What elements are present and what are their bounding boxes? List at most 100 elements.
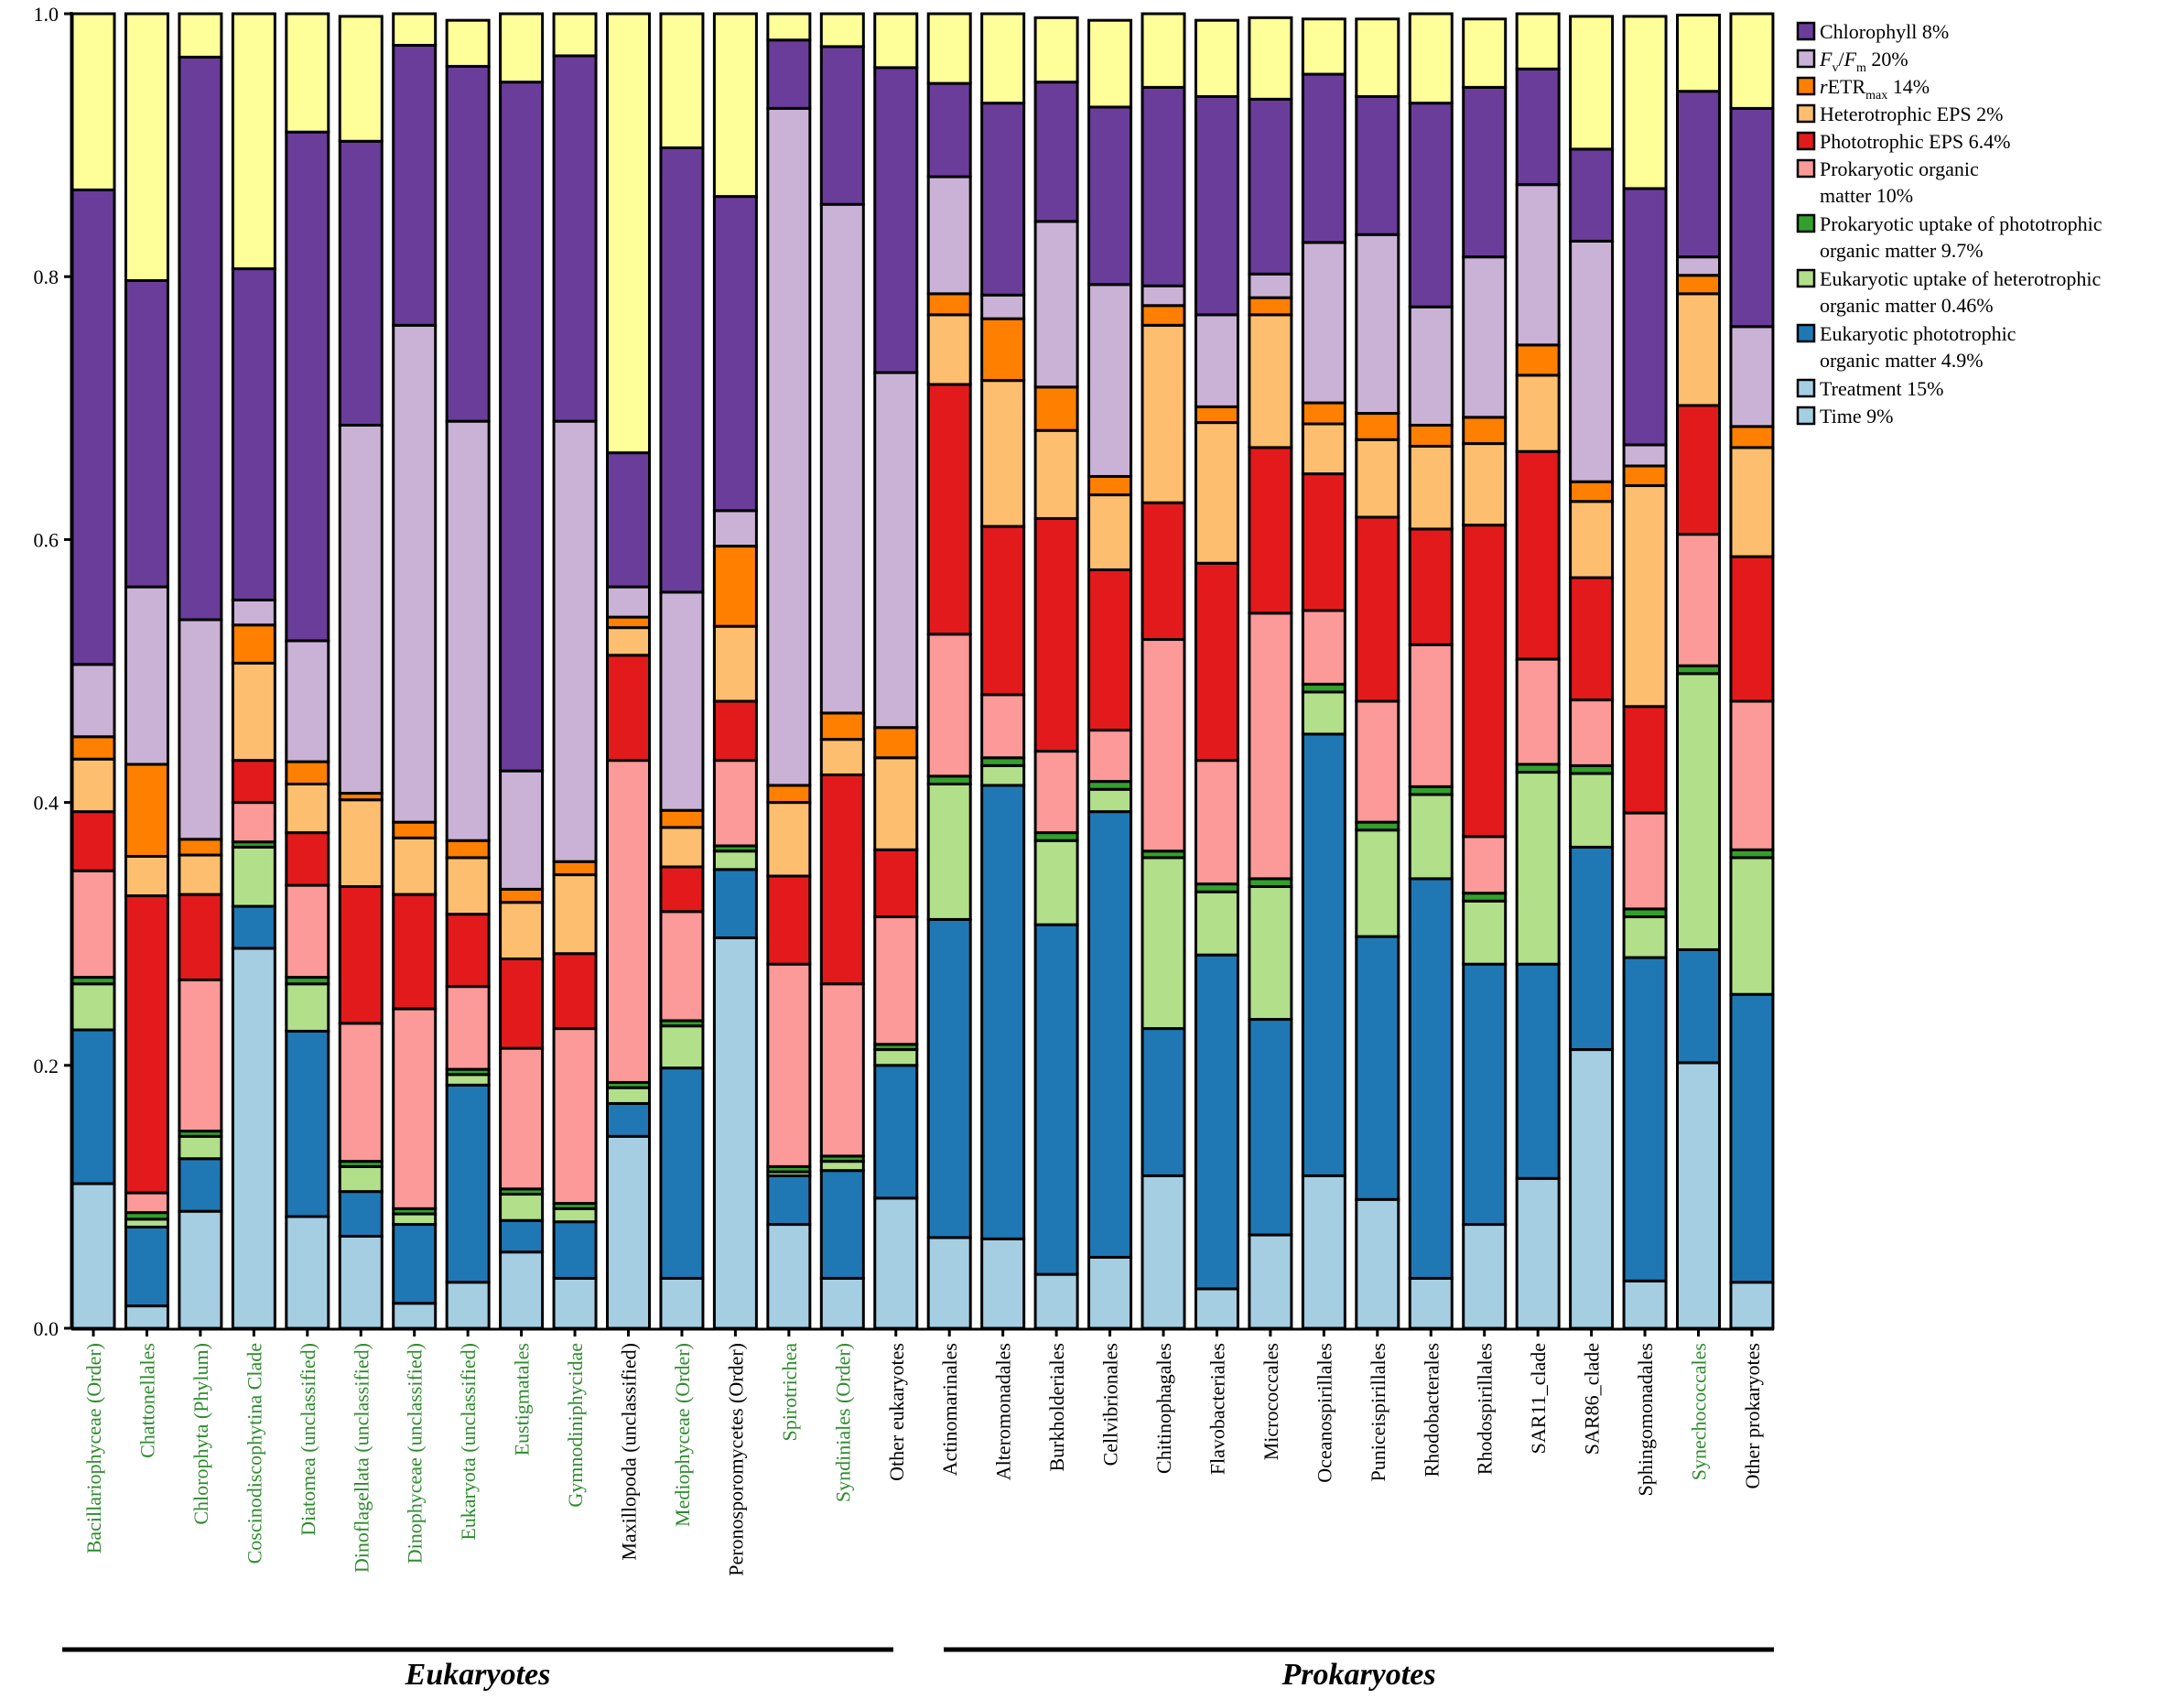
x-tick-label-spirotrichea: Spirotrichea: [778, 1343, 801, 1442]
segment-oceanospirillales-chlorophyll-8: [1301, 17, 1346, 76]
segment-rhodobacterales-treatment-15: [1408, 877, 1454, 1280]
legend-label: organic matter 4.9%: [1820, 349, 1984, 372]
segment-coscinodiscophytina-clade-prokaryotic-organic-matter-10: [231, 759, 276, 805]
segment-dinoflagellata-unclassified-retrmax-14: [338, 423, 384, 795]
segment-actinomarinales-fv-fm-20: [926, 81, 972, 179]
x-tick-label-rhodobacterales: Rhodobacterales: [1420, 1343, 1443, 1477]
segment-chattonellales-prokaryotic-organic-matter-10: [124, 894, 169, 1195]
segment-sar11-clade-phototrophic-eps-6-4: [1515, 373, 1561, 453]
bar-chitinophagales: [1141, 12, 1186, 1330]
segment-dinophyceae-unclassified-treatment-15: [392, 1223, 438, 1305]
segment-rhodospirillales-heterotrophic-eps-2: [1462, 416, 1508, 446]
bar-chattonellales: [124, 12, 169, 1330]
segment-synechococcales-phototrophic-eps-6-4: [1676, 292, 1721, 407]
segment-rhodospirillales-prokaryotic-organic-matter-10: [1462, 524, 1508, 839]
x-tick-label-cellvibrionales: Cellvibrionales: [1099, 1343, 1122, 1466]
segment-puniceispirillales-treatment-15: [1355, 935, 1400, 1201]
segment-dinoflagellata-unclassified-treatment-15: [338, 1190, 384, 1238]
legend-label: rETRmax 14%: [1820, 75, 1930, 103]
segment-mediophyceae-order-heterotrophic-eps-2: [659, 808, 705, 829]
group-label-prokaryotes: Prokaryotes: [1281, 1658, 1435, 1692]
bars-layer: [70, 12, 1775, 1330]
y-tick-label: 0.2: [34, 1055, 59, 1077]
x-tick-label-alteromonadales: Alteromonadales: [992, 1343, 1015, 1480]
segment-alteromonadales-time-9: [980, 1237, 1026, 1330]
segment-diatomea-unclassified-heterotrophic-eps-2: [285, 760, 330, 785]
segment-sar86-clade-prokaryotic-organic-matter-10: [1569, 576, 1615, 702]
segment-coscinodiscophytina-clade-prokaryotic-uptake-of-phototrophic-organic-matter-9-7: [231, 801, 276, 844]
bar-chlorophyta-phylum: [178, 12, 223, 1330]
segment-eukaryota-unclassified-heterotrophic-eps-2: [445, 839, 491, 860]
segment-bacillariophyceae-order-chlorophyll-8: [70, 12, 116, 191]
segment-sar86-clade-prokaryotic-uptake-of-phototrophic-organic-matter-9-7: [1569, 698, 1615, 767]
segment-dinophyceae-unclassified-phototrophic-eps-6-4: [392, 836, 438, 896]
x-tick-label-sar86-clade: SAR86_clade: [1581, 1343, 1604, 1455]
segment-chitinophagales-eukaryotic-phototrophic-organic-matter-4-9: [1141, 856, 1186, 1031]
segment-puniceispirillales-retrmax-14: [1355, 233, 1400, 416]
segment-flavobacteriales-fv-fm-20: [1194, 94, 1239, 317]
segment-mediophyceae-order-phototrophic-eps-6-4: [659, 826, 705, 869]
segment-other-prokaryotes-retrmax-14: [1729, 325, 1775, 428]
segment-peronosporomycetes-order-prokaryotic-uptake-of-phototrophic-organic-matter-9-7: [712, 759, 758, 848]
segment-maxillopoda-unclassified-heterotrophic-eps-2: [606, 615, 651, 630]
segment-puniceispirillales-eukaryotic-phototrophic-organic-matter-4-9: [1355, 828, 1400, 938]
legend-label: organic matter 9.7%: [1820, 239, 1984, 262]
segment-micrococcales-retrmax-14: [1248, 272, 1293, 299]
x-tick-label-maxillopoda-unclassified: Maxillopoda (unclassified): [618, 1343, 641, 1561]
segment-maxillopoda-unclassified-phototrophic-eps-6-4: [606, 626, 651, 657]
bar-bacillariophyceae-order: [70, 12, 116, 1330]
segment-sphingomonadales-phototrophic-eps-6-4: [1622, 484, 1668, 709]
segment-diatomea-unclassified-prokaryotic-uptake-of-phototrophic-organic-matter-9-7: [285, 883, 330, 979]
y-tick-label: 1.0: [34, 3, 59, 26]
segment-burkholderiales-prokaryotic-organic-matter-10: [1033, 516, 1079, 753]
segment-cellvibrionales-heterotrophic-eps-2: [1087, 474, 1133, 497]
segment-flavobacteriales-phototrophic-eps-6-4: [1194, 421, 1239, 565]
segment-chlorophyta-phylum-fv-fm-20: [178, 55, 223, 622]
legend-item-eukaryotic-uptake-of-heterotrophic-organic-matter-0-46: Prokaryotic uptake of phototrophic organi…: [1796, 212, 2103, 262]
segment-burkholderiales-treatment-15: [1033, 923, 1079, 1276]
segment-micrococcales-fv-fm-20: [1248, 97, 1293, 276]
segment-puniceispirillales-fv-fm-20: [1355, 94, 1400, 236]
segment-micrococcales-eukaryotic-phototrophic-organic-matter-4-9: [1248, 885, 1293, 1022]
segment-gymnodiniphycidae-chlorophyll-8: [552, 12, 598, 58]
segment-syndiniales-order-eukaryotic-phototrophic-organic-matter-4-9: [819, 1160, 865, 1173]
legend-swatch: [1796, 49, 1816, 69]
segment-alteromonadales-prokaryotic-uptake-of-phototrophic-organic-matter-9-7: [980, 693, 1026, 760]
legend-label: Chlorophyll 8%: [1820, 20, 1949, 43]
segment-dinophyceae-unclassified-retrmax-14: [392, 323, 438, 824]
segment-syndiniales-order-chlorophyll-8: [819, 12, 865, 49]
segment-eukaryota-unclassified-time-9: [445, 1281, 491, 1330]
segment-chattonellales-prokaryotic-uptake-of-phototrophic-organic-matter-9-7: [124, 1191, 169, 1215]
segment-maxillopoda-unclassified-eukaryotic-phototrophic-organic-matter-4-9: [606, 1086, 651, 1105]
segment-cellvibrionales-phototrophic-eps-6-4: [1087, 493, 1133, 571]
segment-sar11-clade-eukaryotic-phototrophic-organic-matter-4-9: [1515, 771, 1561, 966]
group-brackets: Eukaryotes Prokaryotes: [62, 1647, 1774, 1692]
segment-bacillariophyceae-order-fv-fm-20: [70, 188, 116, 666]
segment-rhodospirillales-chlorophyll-8: [1462, 17, 1508, 89]
segment-chlorophyta-phylum-prokaryotic-organic-matter-10: [178, 893, 223, 981]
segment-spirotrichea-prokaryotic-uptake-of-phototrophic-organic-matter-9-7: [766, 962, 812, 1168]
y-tick-label: 0.8: [34, 265, 59, 288]
segment-micrococcales-prokaryotic-uptake-of-phototrophic-organic-matter-9-7: [1248, 611, 1293, 881]
segment-coscinodiscophytina-clade-time-9: [231, 947, 276, 1330]
segment-eustigmatales-treatment-15: [499, 1218, 545, 1254]
segment-actinomarinales-phototrophic-eps-6-4: [926, 313, 972, 386]
segment-other-eukaryotes-fv-fm-20: [873, 66, 919, 374]
segment-actinomarinales-prokaryotic-uptake-of-phototrophic-organic-matter-9-7: [926, 633, 972, 778]
bar-syndiniales-order: [819, 12, 865, 1330]
segment-puniceispirillales-time-9: [1355, 1197, 1400, 1330]
segment-sphingomonadales-time-9: [1622, 1279, 1668, 1330]
segment-other-eukaryotes-prokaryotic-uptake-of-phototrophic-organic-matter-9-7: [873, 915, 919, 1046]
segment-gymnodiniphycidae-retrmax-14: [552, 419, 598, 863]
segment-oceanospirillales-phototrophic-eps-6-4: [1301, 422, 1346, 476]
segment-spirotrichea-fv-fm-20: [766, 38, 812, 110]
x-tick-label-peronosporomycetes-order: Peronosporomycetes (Order): [724, 1343, 747, 1576]
segment-micrococcales-prokaryotic-organic-matter-10: [1248, 446, 1293, 615]
segment-sar86-clade-retrmax-14: [1569, 239, 1615, 483]
segment-chlorophyta-phylum-retrmax-14: [178, 618, 223, 841]
segment-mediophyceae-order-prokaryotic-uptake-of-phototrophic-organic-matter-9-7: [659, 910, 705, 1023]
segment-other-eukaryotes-chlorophyll-8: [873, 12, 919, 70]
segment-burkholderiales-retrmax-14: [1033, 220, 1079, 389]
legend-label: Prokaryotic organic: [1820, 157, 1979, 180]
bar-spirotrichea: [766, 12, 812, 1330]
